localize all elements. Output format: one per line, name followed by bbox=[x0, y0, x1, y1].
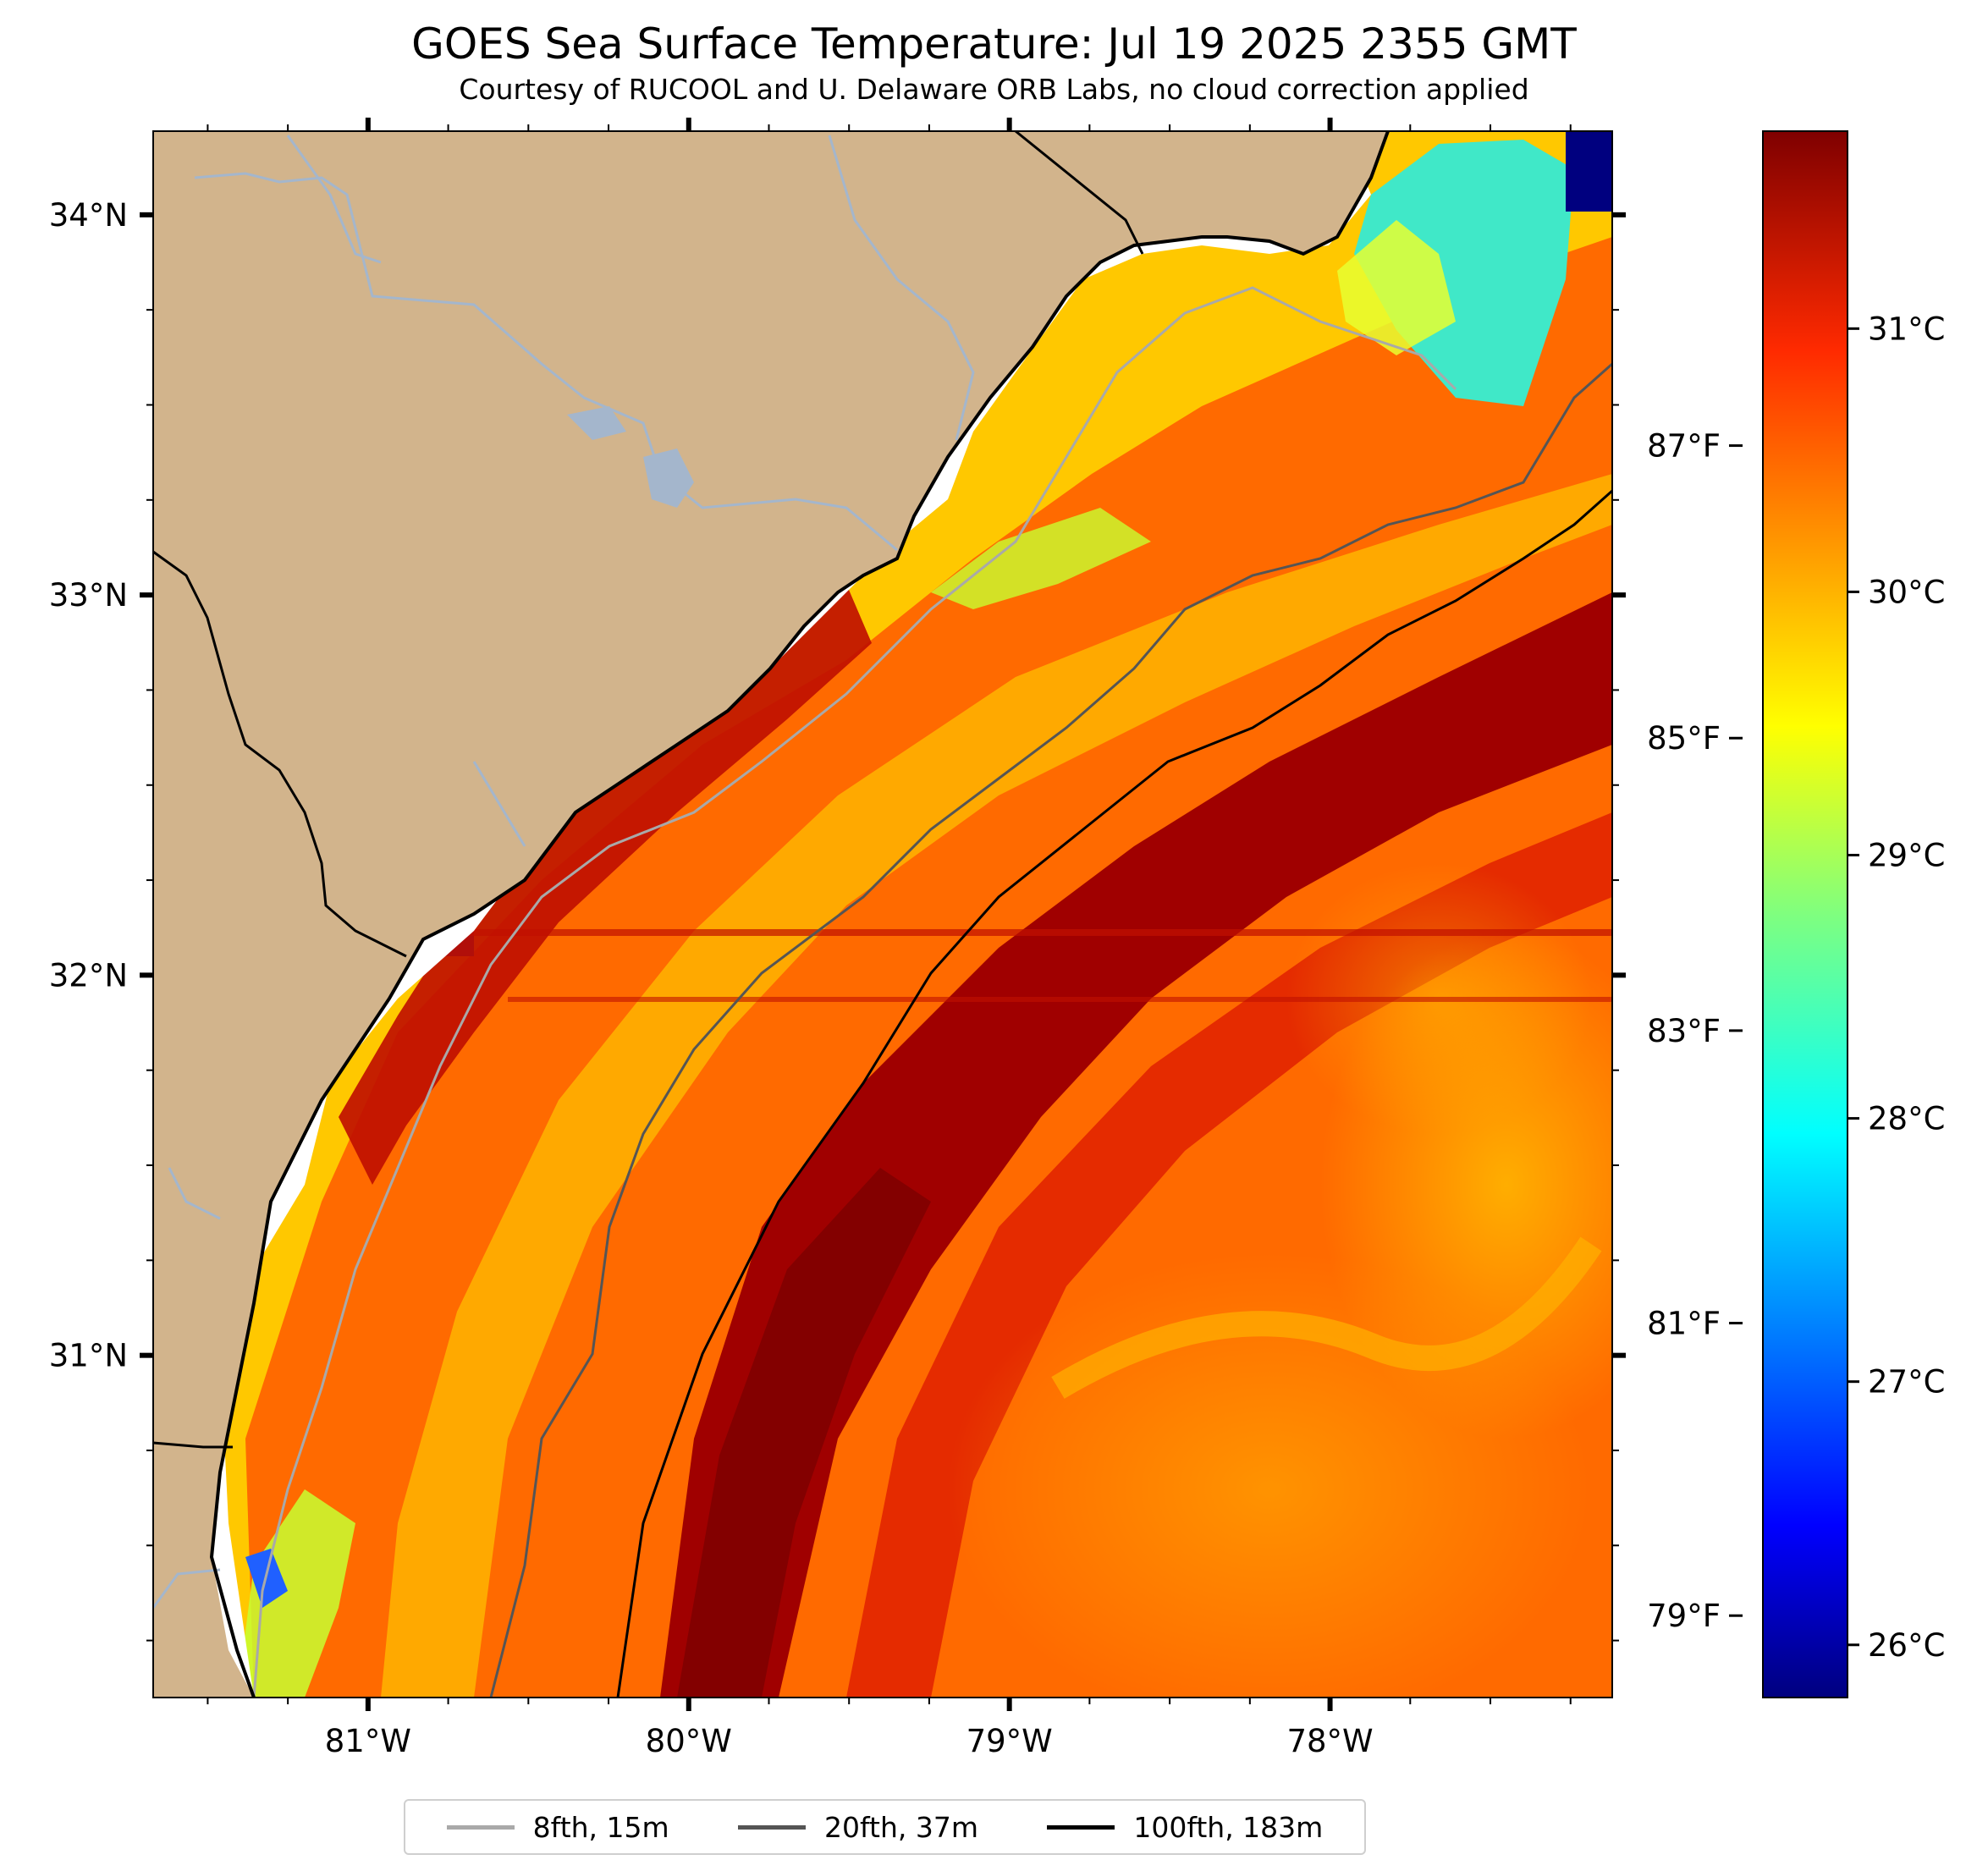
lon-tick-label: 78°W bbox=[1286, 1723, 1373, 1759]
legend-label-8fth: 8fth, 15m bbox=[532, 1810, 669, 1844]
green-patch-north bbox=[931, 508, 1151, 609]
offshore-yellow-filament bbox=[1051, 1236, 1602, 1399]
isobath-legend: 8fth, 15m 20fth, 37m 100fth, 183m bbox=[404, 1799, 1366, 1855]
sensor-stripe-lower bbox=[508, 997, 1612, 1002]
celsius-tick-label: 29°C bbox=[1868, 838, 1945, 874]
fahrenheit-tick-label: 79°F bbox=[1647, 1598, 1721, 1634]
coastline bbox=[209, 131, 1390, 1698]
fahrenheit-tick-label: 85°F bbox=[1647, 720, 1721, 757]
yellow-patch-northeast bbox=[1337, 220, 1456, 355]
legend-item-8fth: 8fth, 15m bbox=[446, 1810, 669, 1844]
legend-swatch-20fth bbox=[738, 1824, 806, 1830]
map-subtitle: Courtesy of RUCOOL and U. Delaware ORB L… bbox=[459, 73, 1529, 106]
celsius-tick-label: 31°C bbox=[1868, 311, 1945, 347]
navy-patch-corner bbox=[1566, 131, 1612, 212]
celsius-tick-label: 28°C bbox=[1868, 1101, 1945, 1137]
lat-tick-label: 34°N bbox=[49, 197, 128, 234]
sensor-stripe-upper bbox=[423, 929, 1612, 936]
state-border-sc-ga bbox=[153, 550, 407, 958]
lat-tick-label: 33°N bbox=[49, 577, 128, 614]
map-plot-area bbox=[153, 131, 1612, 1698]
legend-swatch-8fth bbox=[446, 1824, 515, 1830]
colorbar bbox=[1762, 130, 1848, 1698]
shelf-yellow-band bbox=[381, 474, 1612, 1698]
fahrenheit-tick-label: 83°F bbox=[1647, 1013, 1721, 1049]
reservoir-lake-2 bbox=[567, 406, 626, 440]
legend-label-20fth: 20fth, 37m bbox=[824, 1810, 978, 1844]
celsius-tick-label: 30°C bbox=[1868, 574, 1945, 610]
celsius-tick-label: 27°C bbox=[1868, 1364, 1945, 1400]
map-axis-labels: 81°W 80°W 79°W 78°W 34°N 33°N 32°N 31°N bbox=[49, 197, 1374, 1759]
lat-tick-label: 31°N bbox=[49, 1338, 128, 1374]
map-frame bbox=[152, 130, 1613, 1698]
lon-tick-label: 79°W bbox=[966, 1723, 1053, 1759]
nearshore-red-strip bbox=[339, 584, 872, 1185]
isobath-20fth bbox=[489, 362, 1612, 1698]
legend-item-20fth: 20fth, 37m bbox=[738, 1811, 978, 1844]
isobath-100fth bbox=[616, 489, 1612, 1698]
gulf-stream-deep-core bbox=[677, 1168, 931, 1698]
lon-tick-label: 80°W bbox=[646, 1723, 732, 1759]
lon-tick-label: 81°W bbox=[325, 1723, 411, 1759]
fahrenheit-tick-label: 87°F bbox=[1647, 428, 1721, 465]
state-border-nc-sc bbox=[1015, 131, 1144, 255]
land-mass bbox=[153, 131, 1388, 1698]
isobath-8fth bbox=[252, 286, 1457, 1698]
legend-item-100fth: 100fth, 183m bbox=[1047, 1811, 1323, 1844]
reservoir-lake bbox=[643, 448, 694, 508]
map-ticks bbox=[140, 118, 1626, 1711]
fahrenheit-tick-label: 81°F bbox=[1647, 1306, 1721, 1342]
celsius-tick-label: 26°C bbox=[1868, 1627, 1945, 1664]
rivers bbox=[153, 135, 975, 1609]
map-title: GOES Sea Surface Temperature: Jul 19 202… bbox=[411, 19, 1577, 69]
legend-swatch-100fth bbox=[1047, 1824, 1115, 1830]
colorbar-ticks: 26°C 27°C 28°C 29°C 30°C 31°C 79°F 81°F 83°F 85°F… bbox=[1647, 311, 1945, 1663]
green-patch-south bbox=[237, 1489, 355, 1698]
state-border-ga-fl bbox=[153, 1441, 233, 1449]
legend-label-100fth: 100fth, 183m bbox=[1133, 1810, 1324, 1844]
lat-tick-label: 32°N bbox=[49, 957, 128, 993]
